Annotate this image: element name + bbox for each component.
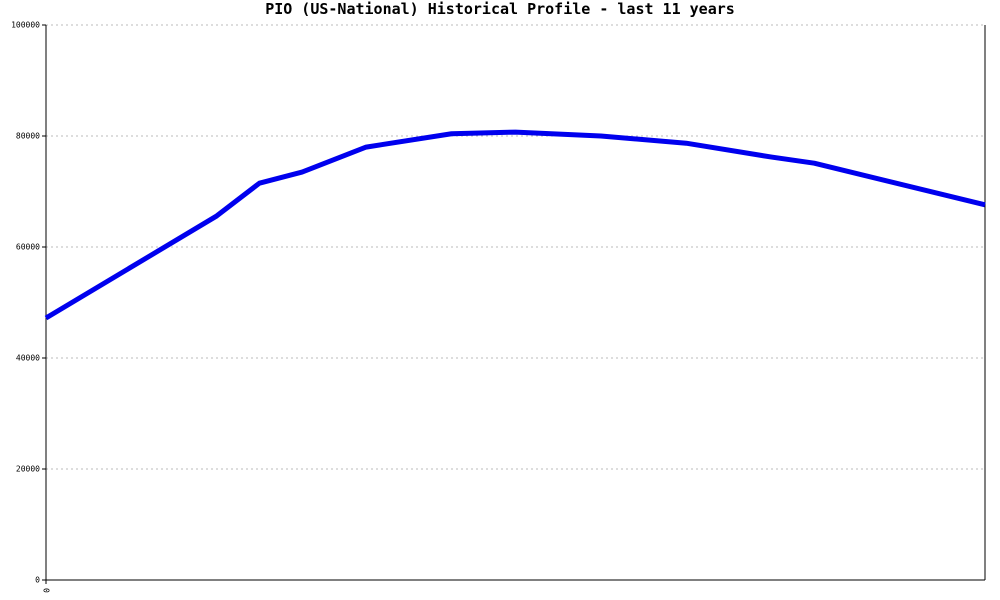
y-tick-label: 100000 [11, 21, 40, 30]
data-line [44, 129, 986, 321]
y-tick-label: 60000 [16, 243, 40, 252]
y-tick-label: 80000 [16, 132, 40, 141]
y-tick-label: 0 [35, 576, 40, 585]
y-tick-label: 20000 [16, 465, 40, 474]
x-tick-label: 0 [42, 588, 51, 593]
y-tick-label: 40000 [16, 354, 40, 363]
chart-title: PIO (US-National) Historical Profile - l… [265, 0, 735, 18]
